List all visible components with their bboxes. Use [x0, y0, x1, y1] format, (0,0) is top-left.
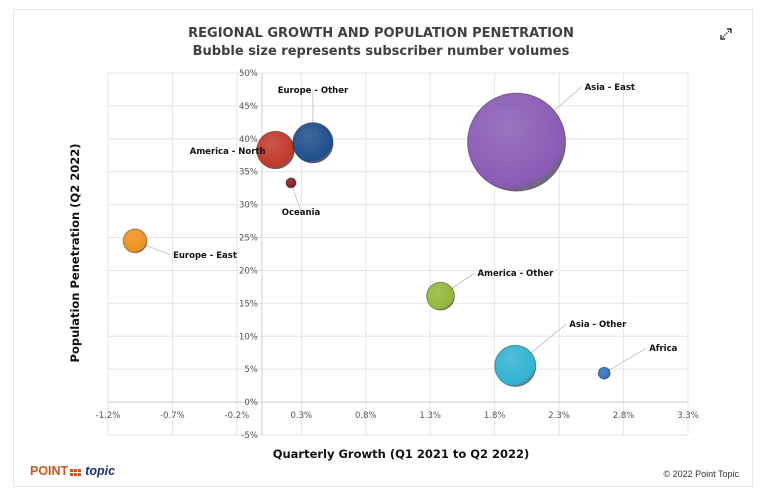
x-tick-label: 2.3%: [548, 411, 570, 421]
x-tick-label: 1.8%: [484, 411, 506, 421]
y-tick-label: 45%: [239, 102, 258, 112]
x-tick-label: 3.3%: [677, 411, 699, 421]
y-tick-label: 35%: [239, 168, 258, 178]
x-axis-title: Quarterly Growth (Q1 2021 to Q2 2022): [273, 447, 530, 461]
y-tick-label: 0%: [244, 398, 258, 408]
leader-line: [290, 182, 302, 213]
gridlines: [107, 72, 689, 436]
logo-point: POINT: [30, 464, 69, 478]
logo-topic: topic: [85, 464, 116, 478]
bubble-label: Europe - East: [173, 251, 237, 261]
x-tick-label: 2.8%: [613, 411, 635, 421]
bubble-asia-east: [467, 92, 567, 192]
bubble-label: Africa: [649, 344, 677, 354]
bubble-america-other: [426, 281, 455, 311]
bubble-label: Oceania: [282, 208, 321, 218]
chart-subtitle: Bubble size represents subscriber number…: [192, 44, 570, 59]
bubble-oceania: [285, 177, 297, 189]
x-tick-label: 0.3%: [291, 411, 313, 421]
y-tick-label: 50%: [239, 69, 258, 79]
bubble-asia-other: [494, 344, 537, 387]
bubble-label: America - Other: [478, 269, 555, 279]
chart-title: REGIONAL GROWTH AND POPULATION PENETRATI…: [188, 26, 574, 41]
x-tick-label: -1.2%: [96, 411, 121, 421]
y-tick-label: 15%: [239, 299, 258, 309]
bubble-label: Asia - Other: [569, 320, 627, 330]
y-tick-label: 20%: [239, 266, 258, 276]
leader-lines: [134, 86, 647, 374]
y-tick-label: 40%: [239, 135, 258, 145]
x-tick-label: 1.3%: [419, 411, 441, 421]
bubble-labels: America - North Europe - Other Oceania Euro…: [173, 83, 678, 354]
y-axis-title: Population Penetration (Q2 2022): [68, 144, 82, 363]
axis-ticks: -1.2% -0.7% -0.2% 0.3% 0.8% 1.3% 1.8% 2.3% 2.8% 3…: [96, 69, 699, 441]
expand-arrows-icon[interactable]: [718, 26, 734, 42]
copyright: © 2022 Point Topic: [663, 469, 739, 479]
x-tick-label: -0.2%: [225, 411, 250, 421]
leader-line: [604, 347, 647, 374]
y-tick-label: 10%: [239, 332, 258, 342]
y-tick-label: 5%: [244, 365, 258, 375]
x-tick-label: 0.8%: [355, 411, 377, 421]
y-tick-label: -5%: [241, 431, 258, 441]
y-tick-label: 30%: [239, 201, 258, 211]
bubbles: [122, 92, 611, 387]
point-topic-logo: POINT topic: [30, 464, 115, 478]
bubble-label: Asia - East: [585, 83, 635, 93]
bubble-label: America - North: [190, 147, 266, 157]
logo-squares-icon: [70, 469, 82, 476]
bubble-europe-east: [122, 228, 148, 254]
bubble-europe-other: [292, 122, 334, 164]
bubble-africa: [597, 366, 611, 380]
x-tick-label: -0.7%: [160, 411, 185, 421]
y-tick-label: 25%: [239, 234, 258, 244]
bubble-label: Europe - Other: [278, 86, 349, 96]
